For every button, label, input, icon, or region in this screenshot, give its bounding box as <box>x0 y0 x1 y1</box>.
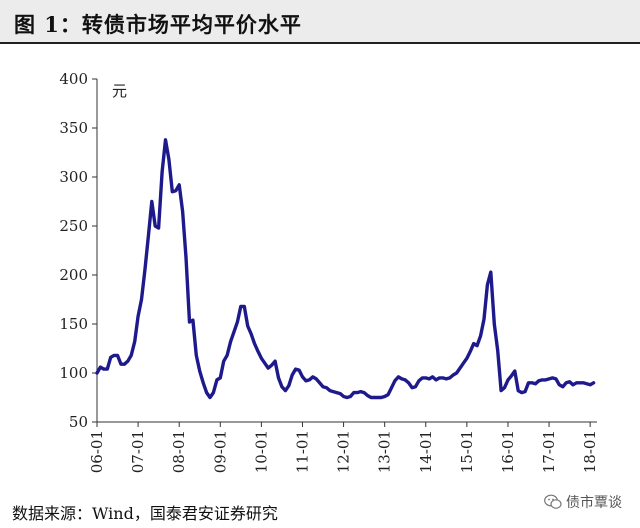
x-tick-label: 10-01 <box>252 430 270 473</box>
y-unit-label: 元 <box>112 82 127 100</box>
x-tick-label: 07-01 <box>129 430 147 473</box>
x-tick-label: 09-01 <box>211 430 229 473</box>
page-title: 图 1：转债市场平均平价水平 <box>14 12 302 37</box>
x-tick-label: 15-01 <box>458 430 476 473</box>
x-tick-label: 08-01 <box>170 430 188 473</box>
y-tick-label: 150 <box>59 315 88 333</box>
badge-label: 债市覃谈 <box>566 495 622 511</box>
x-tick-label: 16-01 <box>499 430 517 473</box>
title-bar: 图 1：转债市场平均平价水平 <box>0 0 640 44</box>
wechat-icon <box>544 494 562 509</box>
x-tick-label: 11-01 <box>293 430 311 473</box>
y-tick-label: 350 <box>59 119 88 137</box>
y-tick-label: 400 <box>59 70 88 88</box>
x-tick-label: 14-01 <box>417 430 435 473</box>
y-tick-label: 100 <box>59 364 88 382</box>
x-tick-label: 12-01 <box>335 430 353 473</box>
source-note: 数据来源：Wind，国泰君安证券研究 <box>12 504 278 523</box>
series-line <box>95 138 596 400</box>
x-tick-label: 17-01 <box>540 430 558 473</box>
x-tick-label: 13-01 <box>376 430 394 473</box>
line-chart: 50 100 150 200 250 300 350 400 元 06-01 07-01 08-01 0… <box>59 70 599 473</box>
y-tick-label: 250 <box>59 217 88 235</box>
x-tick-label: 18-01 <box>581 430 599 473</box>
y-tick-label: 300 <box>59 168 88 186</box>
x-tick-label: 06-01 <box>88 430 106 473</box>
wechat-badge: 债市覃谈 <box>544 492 622 512</box>
y-tick-label: 200 <box>59 266 88 284</box>
y-tick-label: 50 <box>69 413 88 431</box>
